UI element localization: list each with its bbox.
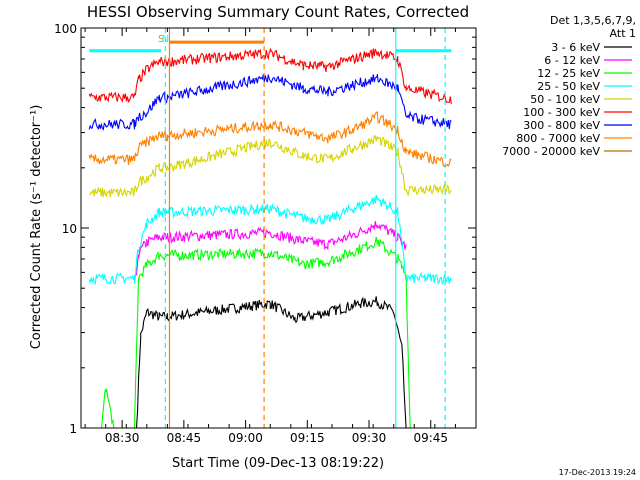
legend-label-6-12-kev: 6 - 12 keV xyxy=(544,54,600,67)
footer-timestamp: 17-Dec-2013 19:24 xyxy=(559,468,636,477)
series-800-7000-kev xyxy=(88,111,452,168)
x-tick-label-09:30: 09:30 xyxy=(352,431,387,445)
series-50-100-kev xyxy=(88,134,452,198)
y-tick-label-10: 10 xyxy=(62,222,77,236)
x-tick-label-08:30: 08:30 xyxy=(105,431,140,445)
legend-header-line1: Det 1,3,5,6,7,9, xyxy=(550,14,636,27)
axes: 08:30 08:45 09:00 09:15 09:30 09:45 1 10 100 xyxy=(54,22,477,445)
legend-label-300-800-kev: 300 - 800 keV xyxy=(523,119,600,132)
legend-label-100-300-kev: 100 - 300 keV xyxy=(523,106,600,119)
event-marker-label-n: N xyxy=(162,34,169,45)
series-300-800-kev xyxy=(88,74,452,131)
x-tick-label-09:15: 09:15 xyxy=(290,431,325,445)
legend-header-line2: Att 1 xyxy=(610,27,636,40)
y-tick-label-100: 100 xyxy=(54,22,77,36)
series-6-12-kev xyxy=(135,221,407,276)
x-tick-label-09:00: 09:00 xyxy=(228,431,263,445)
chart-title: HESSI Observing Summary Count Rates, Cor… xyxy=(87,3,469,21)
x-tick-label-09:45: 09:45 xyxy=(413,431,448,445)
event-marker-label-s: S xyxy=(158,34,164,45)
y-axis-label: Corrected Count Rate (s⁻¹ detector⁻¹) xyxy=(29,105,44,350)
legend-label-12-25-kev: 12 - 25 keV xyxy=(537,67,600,80)
x-tick-label-08:45: 08:45 xyxy=(167,431,202,445)
legend-label-25-50-kev: 25 - 50 keV xyxy=(537,80,600,93)
x-axis-label: Start Time (09-Dec-13 08:19:22) xyxy=(172,456,384,471)
legend-label-50-100-kev: 50 - 100 keV xyxy=(530,93,600,106)
overlay-layer: SN xyxy=(89,28,452,428)
legend-label-800-7000-kev: 800 - 7000 keV xyxy=(516,132,600,145)
legend-label-3-6-kev: 3 - 6 keV xyxy=(551,41,600,54)
series-3-6-kev xyxy=(135,296,407,429)
legend-label-7000-20000-kev: 7000 - 20000 keV xyxy=(502,145,600,158)
series-25-50-kev xyxy=(88,194,452,285)
y-tick-label-1: 1 xyxy=(69,422,77,436)
series-12-25-kev xyxy=(89,236,439,429)
series-layer xyxy=(88,48,452,429)
series-100-300-kev xyxy=(88,48,452,105)
